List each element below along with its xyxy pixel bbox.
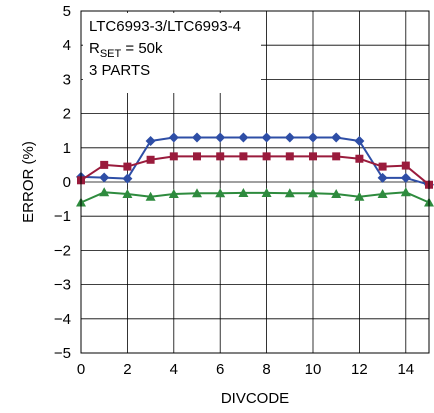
diamond-marker bbox=[284, 132, 295, 143]
x-tick-label: 0 bbox=[77, 361, 85, 378]
triangle-marker bbox=[354, 191, 365, 201]
triangle-marker bbox=[122, 188, 133, 198]
triangle-marker bbox=[308, 188, 318, 198]
diamond-marker bbox=[168, 132, 179, 143]
series-layer bbox=[76, 132, 434, 207]
x-tick-labels: 0 2 4 6 8 10 12 14 bbox=[77, 361, 414, 378]
y-tick-label: −5 bbox=[54, 345, 71, 362]
square-marker bbox=[378, 162, 387, 171]
diamond-marker bbox=[192, 132, 202, 143]
square-marker bbox=[146, 155, 155, 164]
triangle-marker bbox=[284, 188, 295, 198]
x-tick-label: 6 bbox=[216, 361, 224, 378]
x-tick-label: 14 bbox=[397, 361, 414, 378]
triangle-marker bbox=[400, 187, 411, 197]
y-tick-label: −3 bbox=[54, 277, 71, 294]
triangle-marker bbox=[238, 187, 249, 197]
diamond-marker bbox=[331, 132, 342, 143]
annotation-rset-sub: SET bbox=[100, 48, 122, 60]
y-tick-labels: −5 −4 −3 −2 −1 0 1 2 3 4 5 bbox=[54, 3, 71, 362]
series-line bbox=[80, 155, 430, 186]
y-tick-label: −1 bbox=[54, 208, 71, 225]
y-tick-label: 1 bbox=[63, 140, 71, 157]
diamond-marker bbox=[122, 173, 133, 184]
square-marker bbox=[355, 154, 364, 163]
annotation-line-2: RSET = 50k bbox=[89, 40, 163, 60]
triangle-marker bbox=[215, 188, 226, 198]
diamond-marker bbox=[377, 172, 388, 183]
triangle-marker bbox=[168, 188, 179, 198]
x-tick-label: 4 bbox=[170, 361, 178, 378]
y-tick-label: 5 bbox=[63, 3, 71, 20]
y-axis-title: ERROR (%) bbox=[20, 141, 37, 223]
x-tick-label: 12 bbox=[351, 361, 368, 378]
triangle-marker bbox=[331, 188, 342, 198]
x-axis-title: DIVCODE bbox=[221, 390, 289, 407]
annotation-line-3: 3 PARTS bbox=[89, 62, 150, 79]
diamond-marker bbox=[145, 135, 156, 146]
y-tick-label: 2 bbox=[63, 106, 71, 123]
square-marker bbox=[262, 152, 271, 161]
annotation-line-1: LTC6993-3/LTC6993-4 bbox=[89, 18, 241, 35]
y-tick-label: −2 bbox=[54, 242, 71, 259]
annotation-background bbox=[83, 13, 261, 93]
square-marker bbox=[285, 152, 294, 161]
x-tick-label: 10 bbox=[305, 361, 322, 378]
annotation-rset-r: R bbox=[89, 40, 100, 57]
y-tick-label: 3 bbox=[63, 71, 71, 88]
diamond-marker bbox=[400, 172, 411, 183]
y-tick-label: 0 bbox=[63, 174, 71, 191]
annotation-rset-value: = 50k bbox=[121, 40, 163, 57]
triangle-marker bbox=[261, 187, 272, 197]
plot-frame bbox=[80, 10, 430, 354]
diamond-marker bbox=[99, 172, 110, 183]
square-marker bbox=[193, 152, 201, 161]
series-3 bbox=[76, 187, 434, 207]
diamond-marker bbox=[308, 132, 318, 143]
y-tick-label: 4 bbox=[63, 37, 71, 54]
diamond-marker bbox=[215, 132, 226, 143]
diamond-marker bbox=[354, 135, 365, 146]
square-marker bbox=[123, 162, 132, 171]
x-tick-label: 2 bbox=[123, 361, 131, 378]
square-marker bbox=[216, 152, 225, 161]
diamond-marker bbox=[238, 132, 249, 143]
square-marker bbox=[239, 152, 248, 161]
series-line bbox=[80, 191, 430, 204]
triangle-marker bbox=[377, 188, 388, 198]
series-line bbox=[80, 136, 430, 186]
square-marker bbox=[169, 152, 178, 161]
series-2 bbox=[77, 152, 433, 189]
square-marker bbox=[332, 152, 341, 161]
triangle-marker bbox=[99, 187, 110, 197]
triangle-marker bbox=[192, 188, 202, 198]
triangle-marker bbox=[145, 191, 156, 201]
y-tick-label: −4 bbox=[54, 311, 71, 328]
annotation-box: LTC6993-3/LTC6993-4 RSET = 50k 3 PARTS bbox=[83, 13, 261, 93]
square-marker bbox=[309, 152, 317, 161]
x-tick-label: 8 bbox=[262, 361, 270, 378]
square-marker bbox=[100, 160, 109, 169]
diamond-marker bbox=[261, 132, 272, 143]
square-marker bbox=[401, 161, 410, 170]
